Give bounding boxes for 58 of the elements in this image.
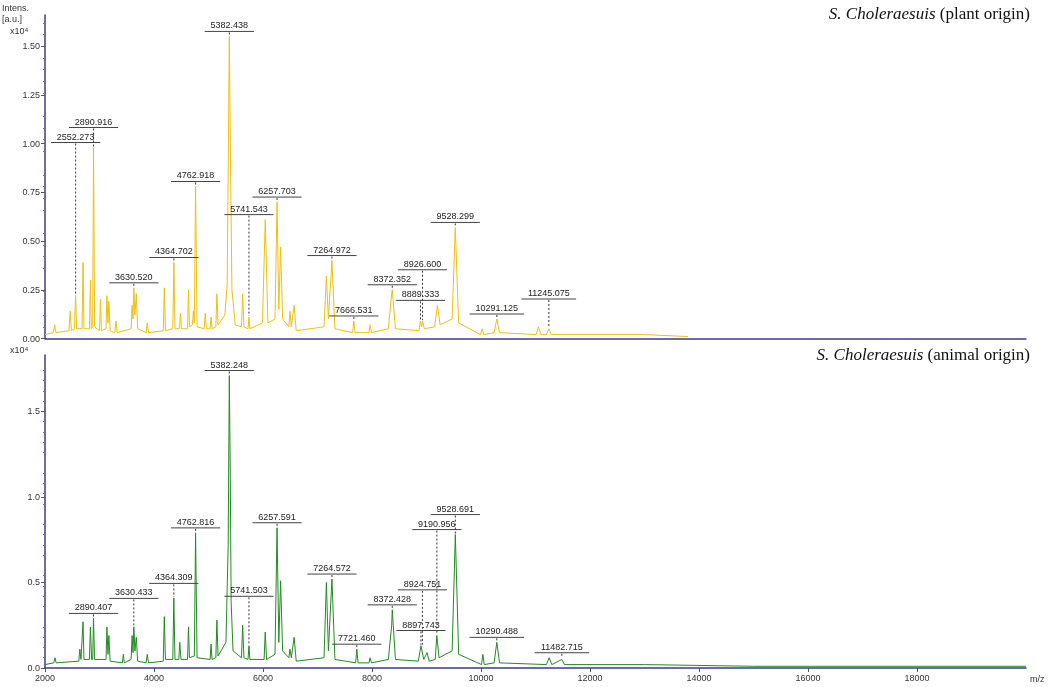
annotation: 8372.352 [373, 273, 412, 284]
annotation: 9528.299 [436, 211, 475, 222]
y-tick-label: 1.50 [22, 41, 40, 52]
annotation: 7666.531 [335, 304, 373, 315]
y-tick-label: 0.50 [22, 236, 40, 247]
annotation: 7264.572 [313, 563, 351, 574]
x-tick-label: 6000 [252, 672, 274, 683]
annotation: 8372.428 [373, 593, 412, 604]
y-tick-label: 1.00 [22, 138, 40, 149]
annotation: 4762.816 [176, 516, 215, 527]
annotation: 8926.600 [403, 258, 442, 269]
annotation: 11482.715 [540, 641, 583, 652]
y-tick-label: 0.00 [22, 333, 40, 344]
annotation: 7264.972 [313, 244, 351, 255]
x-tick-label: 8000 [361, 672, 383, 683]
annotation: 2890.407 [74, 602, 113, 613]
y-tick-label: 1.25 [22, 89, 40, 100]
annotation: 10290.488 [475, 626, 519, 637]
y-tick-label: 1.0 [27, 491, 40, 502]
annotation: 6257.703 [258, 186, 296, 197]
annotation: 11245.075 [527, 288, 570, 299]
annotation: 4364.702 [155, 246, 193, 257]
annotation: 5382.438 [210, 20, 249, 31]
x-axis-title: m/z [1030, 673, 1045, 684]
y-tick-label: 0.5 [27, 577, 40, 588]
annotation: 5741.503 [230, 585, 268, 596]
x-tick-label: 12000 [577, 672, 603, 683]
annotation: 3630.433 [115, 587, 153, 598]
annotation: 2890.916 [74, 116, 113, 127]
x-tick-label: 18000 [904, 672, 930, 683]
annotation: 7721.460 [338, 633, 376, 644]
annotation: 8897.743 [402, 619, 440, 630]
x-tick-label: 4000 [143, 672, 165, 683]
x-tick-label: 2000 [34, 672, 56, 683]
y-tick-label: 0.0 [27, 663, 40, 673]
line-series [44, 35, 689, 338]
annotation: 8889.333 [401, 289, 440, 300]
annotation: 9528.691 [436, 503, 475, 514]
annotation: 9190.956 [418, 518, 456, 529]
annotation: 3630.520 [115, 271, 153, 282]
annotation: 4364.309 [155, 572, 193, 583]
y-tick-label: 1.5 [27, 406, 40, 417]
annotation: 10291.125 [475, 303, 519, 314]
x-tick-label: 16000 [795, 672, 821, 683]
annotation: 2552.273 [56, 131, 95, 142]
text: x10⁴ [10, 344, 29, 355]
chart-title: S. Choleraesuis (animal origin) [816, 345, 1031, 364]
annotation: 6257.591 [258, 511, 296, 522]
y-tick-label: 0.25 [22, 284, 40, 295]
annotation: 5382.248 [210, 359, 249, 370]
x-tick-label: 14000 [686, 672, 712, 683]
chart-title: S. Choleraesuis (plant origin) [828, 4, 1030, 23]
annotation: 8924.751 [403, 578, 442, 589]
x-tick-label: 10000 [468, 672, 494, 683]
annotation: 5741.543 [230, 203, 268, 214]
text: x10⁴ [10, 25, 29, 36]
annotation: 4762.918 [176, 170, 215, 181]
y-tick-label: 0.75 [22, 187, 40, 198]
